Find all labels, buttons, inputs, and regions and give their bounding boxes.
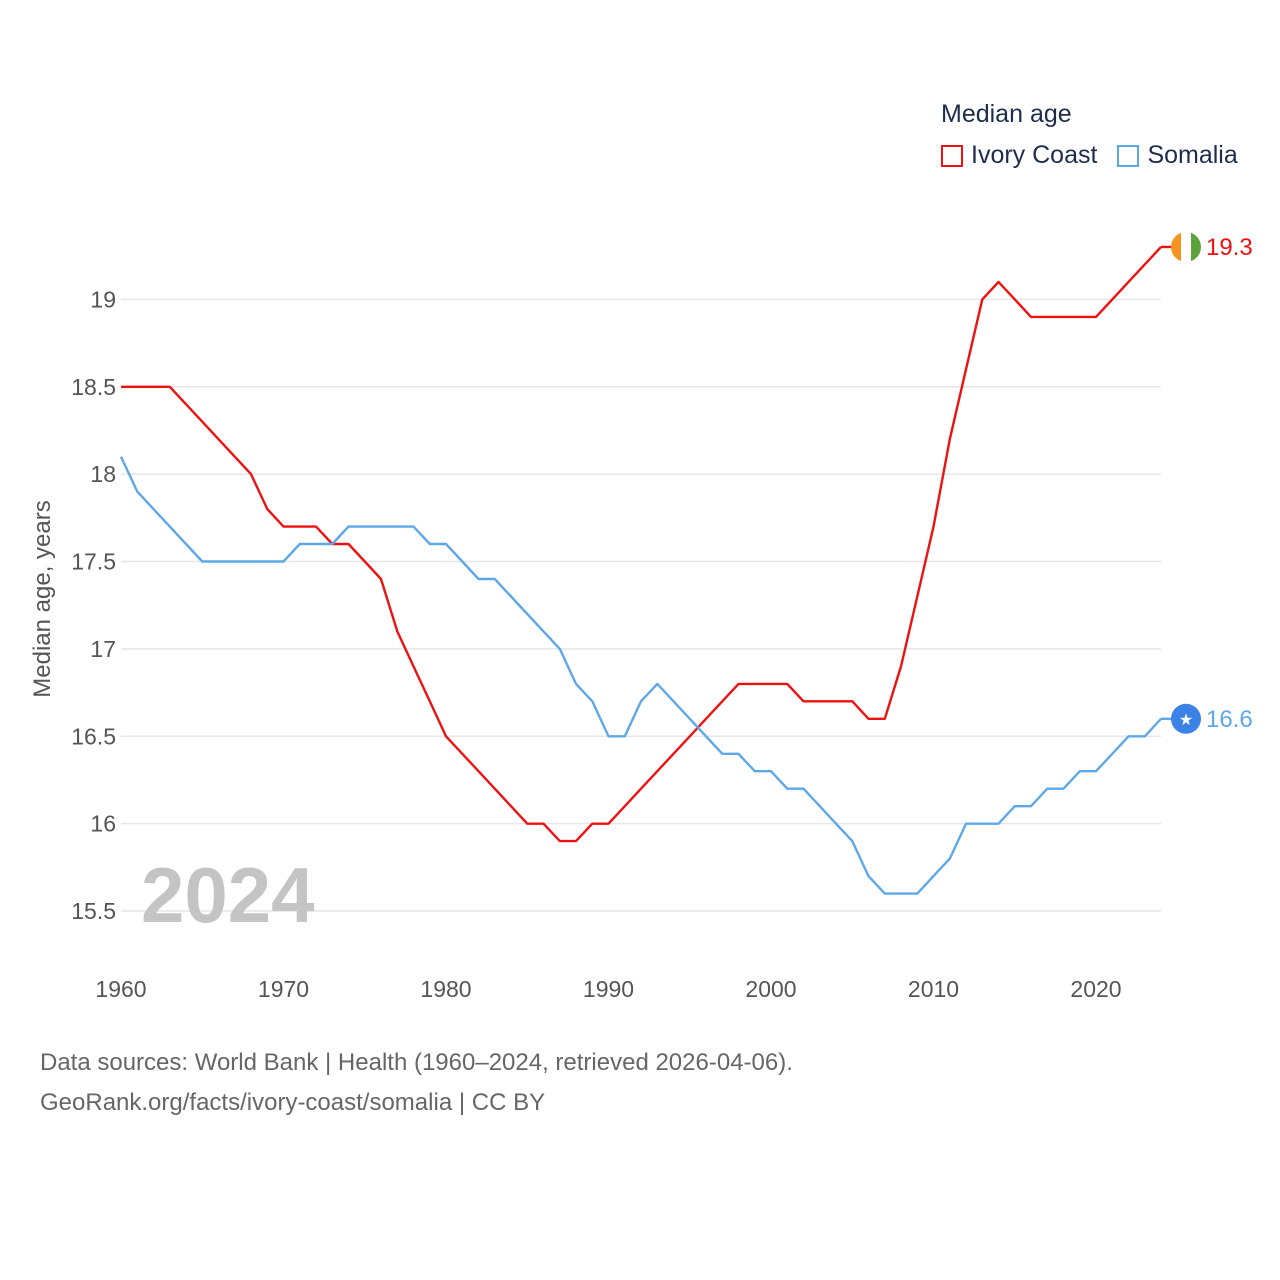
legend-title: Median age bbox=[941, 100, 1072, 128]
somalia-flag-icon bbox=[1171, 703, 1201, 734]
y-tick-label: 16 bbox=[90, 811, 116, 837]
legend-swatch-ivory-coast bbox=[941, 144, 963, 167]
x-tick-label: 1970 bbox=[258, 976, 309, 1002]
x-tick-label: 1960 bbox=[95, 976, 146, 1002]
flag-stripe bbox=[1181, 231, 1192, 262]
ivory-coast-flag-icon bbox=[1171, 231, 1201, 262]
x-tick-label: 1980 bbox=[420, 976, 471, 1002]
end-value-label-somalia: 16.6 bbox=[1206, 706, 1253, 733]
x-tick-label: 2010 bbox=[908, 976, 959, 1002]
y-tick-label: 15.5 bbox=[71, 898, 116, 924]
x-tick-label: 2020 bbox=[1070, 976, 1121, 1002]
x-tick-label: 2000 bbox=[745, 976, 796, 1002]
flag-stripe bbox=[1171, 231, 1182, 262]
star-icon: ★ bbox=[1179, 710, 1193, 729]
legend-label-somalia: Somalia bbox=[1147, 141, 1238, 169]
legend-swatch-somalia bbox=[1117, 144, 1140, 167]
series-line-somalia bbox=[119, 456, 1162, 895]
footer: Data sources: World Bank | Health (1960–… bbox=[40, 1043, 793, 1123]
end-value-label-ivory-coast: 19.3 bbox=[1206, 234, 1253, 261]
y-axis-title: Median age, years bbox=[29, 500, 56, 697]
y-tick-label: 16.5 bbox=[71, 723, 116, 749]
y-tick-label: 19 bbox=[90, 286, 116, 312]
y-tick-label: 17 bbox=[90, 636, 116, 662]
source-url: GeoRank.org/facts/ivory-coast/somalia | … bbox=[40, 1089, 546, 1116]
data-source-note: Data sources: World Bank | Health (1960–… bbox=[40, 1049, 793, 1076]
legend-item-somalia[interactable]: Somalia bbox=[1117, 141, 1238, 170]
legend-item-ivory-coast[interactable]: Ivory Coast bbox=[941, 141, 1097, 170]
legend: Median age Ivory Coast Somalia bbox=[941, 100, 1258, 170]
y-tick-label: 17.5 bbox=[71, 549, 116, 575]
legend-label-ivory-coast: Ivory Coast bbox=[971, 141, 1098, 169]
x-tick-label: 1990 bbox=[583, 976, 634, 1002]
year-label: 2024 bbox=[141, 851, 315, 939]
y-tick-label: 18.5 bbox=[71, 374, 116, 400]
series-line-ivory-coast bbox=[121, 246, 1162, 843]
flag-stripe bbox=[1191, 231, 1201, 262]
y-tick-label: 18 bbox=[90, 461, 116, 487]
